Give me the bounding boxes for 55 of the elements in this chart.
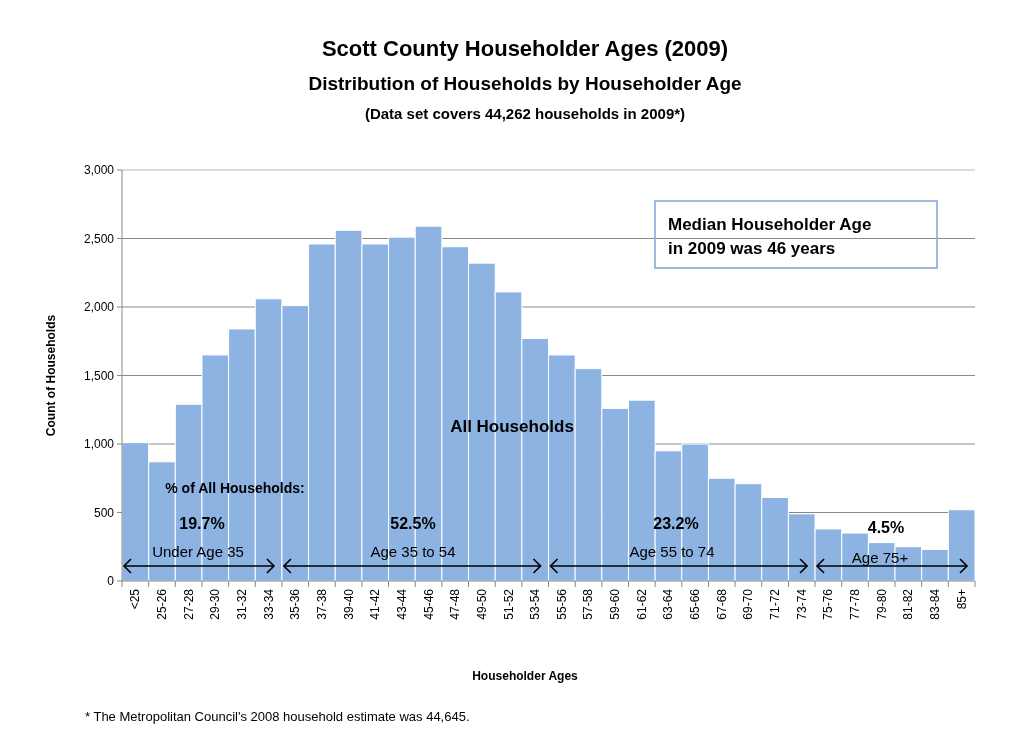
- x-tick-label: 83-84: [928, 588, 943, 620]
- annotation: Age 55 to 74: [629, 543, 715, 560]
- x-tick-label: 41-42: [368, 588, 383, 620]
- annotation: 4.5%: [867, 519, 905, 536]
- annotation: Under Age 35: [152, 543, 244, 560]
- x-tick-label: 63-64: [661, 588, 676, 620]
- text: * The Metropolitan Council's 2008 household estimate was 44,645.: [85, 709, 470, 724]
- x-tick-label: 45-46: [421, 588, 436, 620]
- x-tick-label: 47-48: [448, 588, 463, 620]
- annotation: 52.5%: [390, 515, 436, 532]
- x-tick-label: 39-40: [341, 588, 356, 620]
- y-tick-label: 2,500: [83, 231, 115, 246]
- x-tick-label: 79-80: [874, 588, 889, 620]
- x-tick-label: 33-34: [261, 588, 276, 620]
- x-tick-label: 85+: [954, 589, 969, 610]
- x-tick-label: 77-78: [848, 588, 863, 620]
- annotation: % of All Households:: [165, 480, 305, 496]
- x-tick-label: 59-60: [608, 588, 623, 620]
- y-tick-label: 1,500: [83, 368, 115, 383]
- x-tick-label: 67-68: [714, 588, 729, 620]
- x-tick-label: 75-76: [821, 588, 836, 620]
- x-tick-label: 25-26: [154, 588, 169, 620]
- x-tick-label: 61-62: [634, 588, 649, 620]
- annotation: Median Householder Age in 2009 was 46 years: [668, 215, 872, 258]
- x-tick-label: 73-74: [794, 588, 809, 620]
- annotation: 23.2%: [653, 515, 699, 532]
- annotation: Age 35 to 54: [370, 543, 456, 560]
- x-tick-label: 31-32: [234, 588, 249, 620]
- annotation: Age 75+: [851, 549, 909, 566]
- x-tick-label: 55-56: [554, 588, 569, 620]
- y-tick-label: 3,000: [83, 163, 115, 177]
- chart-title: Scott County Householder Ages (2009): [321, 36, 729, 61]
- x-tick-label: 35-36: [288, 588, 303, 620]
- x-tick-label: 29-30: [208, 588, 223, 620]
- x-tick-label: 49-50: [474, 588, 489, 620]
- x-tick-label: <25: [128, 588, 143, 610]
- x-tick-label: 65-66: [688, 588, 703, 620]
- x-tick-label: 37-38: [314, 588, 329, 620]
- x-axis-title: Householder Ages: [472, 669, 579, 683]
- x-tick-label: 51-52: [501, 588, 516, 620]
- y-tick-label: 2,000: [83, 300, 115, 314]
- x-tick-label: 57-58: [581, 588, 596, 620]
- y-axis-title: Count of Households: [44, 314, 58, 437]
- x-tick-label: 53-54: [528, 588, 543, 620]
- annotation: 19.7%: [179, 515, 225, 532]
- y-tick-label: 500: [93, 505, 115, 520]
- x-tick-label: 43-44: [394, 588, 409, 620]
- x-tick-label: 69-70: [741, 588, 756, 620]
- annotation: All Households: [450, 417, 574, 436]
- x-tick-label: 71-72: [768, 588, 783, 620]
- chart-subtitle: Distribution of Households by Householder Age (Data set covers 44,262 households in 2009*): [308, 73, 742, 122]
- y-tick-label: 0: [107, 574, 115, 588]
- y-tick-label: 1,000: [83, 437, 115, 451]
- x-tick-label: 81-82: [901, 588, 916, 620]
- x-tick-label: 27-28: [181, 588, 196, 620]
